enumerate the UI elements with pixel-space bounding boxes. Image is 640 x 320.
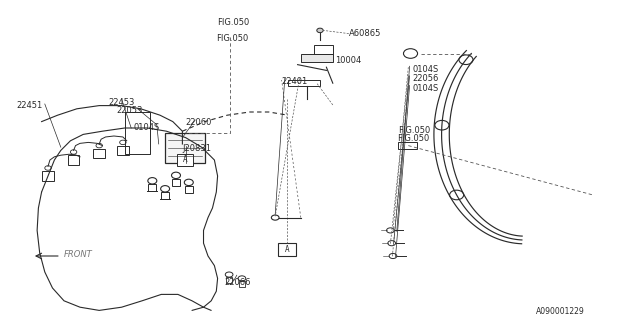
Text: 22060: 22060 [186,118,212,127]
Text: 22451: 22451 [16,101,42,110]
Text: J20831: J20831 [182,144,211,153]
Bar [288,80,320,86]
Bar [177,154,193,166]
Bar [161,192,169,199]
Text: FIG.050: FIG.050 [218,18,250,27]
Text: 22066: 22066 [224,278,250,287]
Text: 10004: 10004 [335,56,361,65]
Bar [165,133,205,163]
Text: FIG.050: FIG.050 [397,134,429,143]
Bar [398,142,417,149]
Bar [93,149,105,158]
Text: A090001229: A090001229 [536,307,585,316]
Text: 22401: 22401 [282,77,308,86]
Bar [185,186,193,193]
Bar [148,184,156,191]
Text: A60865: A60865 [349,29,381,38]
Text: 0104S: 0104S [133,123,159,132]
Bar [172,179,180,186]
Text: 22053: 22053 [116,106,143,115]
Ellipse shape [317,28,323,33]
Text: A: A [285,245,290,254]
Bar [301,54,333,62]
Text: FRONT: FRONT [64,250,93,259]
Text: 0104S: 0104S [413,65,439,74]
Bar [226,277,232,283]
Bar [117,146,129,155]
Text: 22453: 22453 [109,98,135,107]
Text: 0104S: 0104S [413,84,439,93]
Text: FIG.050: FIG.050 [398,126,430,135]
Bar [42,171,54,181]
Bar [68,155,79,165]
Bar [239,281,245,287]
Text: A: A [182,155,188,164]
Text: 22056: 22056 [413,74,439,83]
Bar [278,243,296,256]
Text: FIG.050: FIG.050 [216,34,248,43]
Bar [314,45,333,54]
